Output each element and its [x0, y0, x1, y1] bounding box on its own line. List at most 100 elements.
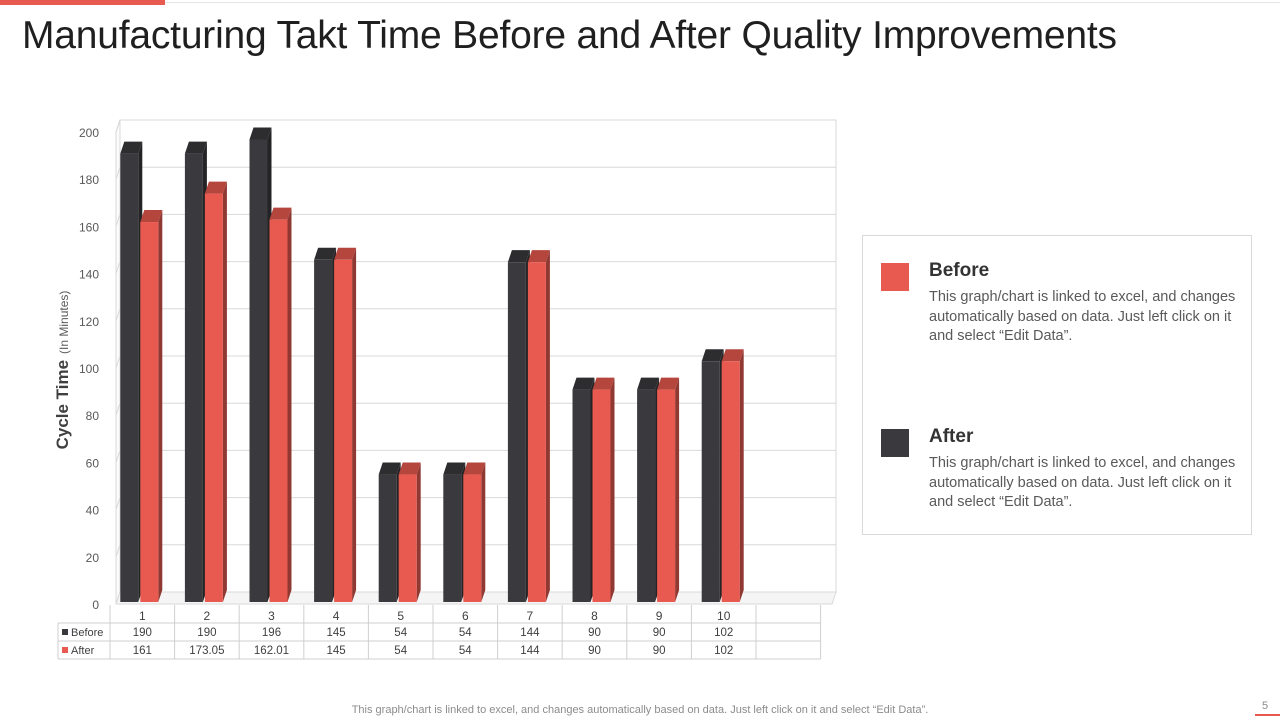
bar-top-after-3	[269, 207, 292, 220]
x-tick-label-2: 2	[204, 609, 211, 623]
bar-top-after-5	[398, 462, 421, 475]
table-cell-after-1: 161	[133, 645, 152, 657]
bar-before-3[interactable]	[249, 139, 268, 602]
table-cell-before-1: 190	[133, 627, 152, 639]
bar-after-8[interactable]	[592, 389, 611, 602]
legend-panel[interactable]: Before This graph/chart is linked to exc…	[862, 235, 1252, 535]
table-cell-before-4: 145	[327, 627, 346, 639]
bar-side-after-5	[416, 462, 421, 602]
gridline-side-100	[115, 355, 121, 369]
bar-top-before-4	[314, 247, 337, 260]
top-divider-line	[165, 2, 1280, 3]
table-cell-after-7: 144	[520, 645, 540, 657]
x-tick-label-6: 6	[462, 609, 469, 623]
bar-after-1[interactable]	[140, 222, 159, 603]
bar-top-before-9	[637, 377, 660, 390]
bar-top-after-7	[527, 250, 550, 263]
bar-top-after-10	[721, 349, 744, 362]
legend-swatch-after	[881, 429, 909, 457]
gridline-side-20	[115, 544, 121, 557]
takt-time-chart[interactable]: 0 20 40 60 80 100 120 140 160 180 200 Cycle Time (In…	[0, 0, 860, 680]
bar-after-10[interactable]	[721, 361, 740, 602]
x-tick-label-4: 4	[333, 609, 340, 623]
bar-before-10[interactable]	[701, 361, 720, 602]
table-cell-after-10: 102	[714, 645, 733, 657]
y-tick-label-120: 120	[79, 315, 99, 329]
table-cell-after-6: 54	[459, 645, 472, 657]
bar-after-9[interactable]	[657, 389, 676, 602]
bar-top-before-6	[443, 462, 466, 475]
bar-top-before-10	[701, 349, 724, 362]
bar-before-1[interactable]	[120, 153, 139, 602]
bar-top-after-1	[140, 210, 163, 223]
bar-top-before-5	[378, 462, 401, 475]
bar-side-after-7	[545, 250, 550, 602]
bar-before-2[interactable]	[184, 153, 203, 602]
gridline-side-180	[115, 167, 121, 180]
legend-title-after: After	[929, 426, 974, 447]
bar-top-before-1	[120, 141, 143, 154]
x-tick-label-10: 10	[717, 609, 731, 623]
x-tick-label-3: 3	[268, 609, 275, 623]
table-row-label-before: Before	[71, 627, 103, 639]
x-tick-label-9: 9	[656, 609, 663, 623]
gridline-side-160	[115, 214, 121, 227]
bar-after-2[interactable]	[204, 193, 223, 603]
y-tick-label-0: 0	[92, 598, 99, 612]
bar-before-4[interactable]	[314, 259, 333, 602]
footer-note: This graph/chart is linked to excel, and…	[351, 704, 929, 716]
bar-before-9[interactable]	[637, 389, 656, 602]
table-cell-after-5: 54	[394, 645, 407, 657]
bar-before-8[interactable]	[572, 389, 591, 602]
table-cell-after-9: 90	[653, 645, 666, 657]
y-tick-label-180: 180	[79, 173, 99, 187]
bar-top-after-4	[334, 247, 357, 260]
bar-after-3[interactable]	[269, 219, 288, 602]
bar-after-4[interactable]	[334, 259, 353, 602]
bar-side-after-10	[739, 349, 744, 602]
y-tick-label-40: 40	[86, 504, 100, 518]
bar-side-after-6	[481, 462, 486, 602]
gridline-side-80	[115, 403, 121, 416]
bar-side-after-3	[287, 207, 292, 602]
gridline-side-60	[115, 450, 121, 463]
bar-before-7[interactable]	[507, 262, 526, 602]
table-legend-key-before	[62, 629, 68, 635]
bar-side-after-8	[610, 377, 615, 602]
table-cell-after-4: 145	[327, 645, 346, 657]
y-tick-label-200: 200	[79, 126, 99, 140]
y-tick-label-60: 60	[86, 456, 100, 470]
bar-top-after-2	[204, 181, 227, 194]
bar-before-5[interactable]	[378, 474, 397, 602]
gridline-side-200	[115, 119, 121, 133]
table-cell-before-2: 190	[197, 627, 216, 639]
bar-after-6[interactable]	[463, 474, 482, 602]
x-tick-label-7: 7	[527, 609, 534, 623]
page-number: 5	[1262, 700, 1269, 712]
bar-top-after-9	[657, 377, 680, 390]
gridline-side-140	[115, 261, 121, 274]
legend-text-after: This graph/chart is linked to excel, and…	[929, 455, 1236, 510]
bar-side-after-1	[158, 210, 163, 603]
x-tick-label-8: 8	[591, 609, 598, 623]
y-tick-label-100: 100	[79, 362, 99, 376]
table-cell-before-7: 144	[520, 627, 540, 639]
table-cell-after-3: 162.01	[254, 645, 289, 657]
bar-side-after-9	[675, 377, 680, 602]
legend-text-before: This graph/chart is linked to excel, and…	[929, 289, 1236, 344]
y-tick-label-20: 20	[86, 551, 100, 565]
table-legend-key-after	[62, 647, 68, 653]
bar-top-after-8	[592, 377, 615, 390]
bar-top-before-2	[184, 141, 207, 154]
y-axis-title: Cycle Time (In Minutes)	[53, 291, 72, 450]
gridline-side-120	[115, 308, 121, 321]
y-axis-sublabel: (In Minutes)	[57, 291, 71, 354]
bar-after-7[interactable]	[527, 262, 546, 602]
table-cell-before-6: 54	[459, 627, 472, 639]
table-cell-before-9: 90	[653, 627, 666, 639]
bar-before-6[interactable]	[443, 474, 462, 602]
top-accent-bar	[0, 0, 165, 5]
slide-title[interactable]: Manufacturing Takt Time Before and After…	[22, 14, 1117, 57]
y-tick-label-80: 80	[86, 409, 100, 423]
bar-after-5[interactable]	[398, 474, 417, 602]
